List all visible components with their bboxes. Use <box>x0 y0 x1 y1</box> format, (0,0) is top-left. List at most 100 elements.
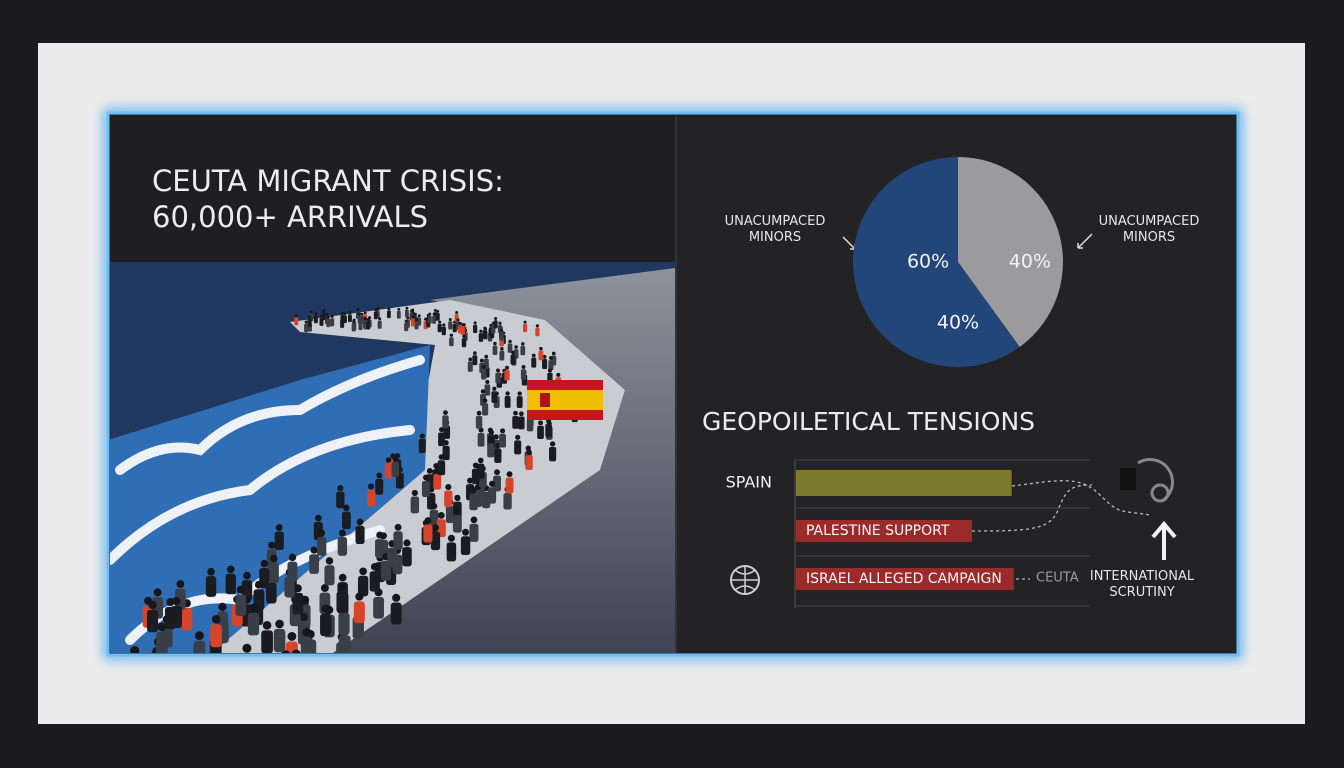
person-head <box>436 309 440 313</box>
person <box>292 592 304 615</box>
person <box>472 355 478 366</box>
connector <box>971 480 1151 580</box>
person-head <box>488 437 494 443</box>
person <box>366 321 371 330</box>
person-head <box>485 379 490 385</box>
person <box>396 310 401 319</box>
person-head <box>318 529 326 537</box>
person <box>324 565 335 586</box>
person <box>505 477 514 494</box>
person-head <box>352 319 356 323</box>
person <box>503 492 512 510</box>
person-head <box>326 315 330 319</box>
person <box>358 321 363 331</box>
person-head <box>338 573 347 582</box>
person-head <box>218 602 227 612</box>
person-head <box>478 427 484 433</box>
up-arrow <box>1151 520 1177 560</box>
person-head <box>454 494 461 502</box>
person-head <box>484 354 489 359</box>
person <box>338 612 350 635</box>
person-head <box>515 434 521 440</box>
bar <box>796 470 1012 496</box>
person <box>487 443 495 458</box>
person-head <box>508 339 512 344</box>
person <box>405 309 409 318</box>
person <box>469 523 479 542</box>
person <box>404 322 409 332</box>
person <box>442 415 449 429</box>
person-head <box>325 312 329 316</box>
person-head <box>172 597 181 606</box>
cycle-icon <box>1137 458 1174 503</box>
person-head <box>410 309 414 313</box>
person <box>418 439 426 453</box>
person <box>460 536 471 555</box>
person <box>373 596 384 619</box>
person-head <box>249 603 258 613</box>
category-label: ISRAEL ALLEGED CAMPAIGN <box>806 571 1002 587</box>
person-head <box>148 600 157 610</box>
person-head <box>500 347 504 351</box>
person-head <box>308 315 312 319</box>
pie-slice <box>853 157 1020 367</box>
person <box>473 324 478 334</box>
person <box>347 314 352 323</box>
person <box>342 511 351 530</box>
person-head <box>494 317 498 321</box>
annotation: CEUTA <box>1036 571 1079 586</box>
person-head <box>505 391 510 396</box>
person-head <box>542 354 547 359</box>
annotation: 40% <box>937 312 979 334</box>
person <box>321 312 326 321</box>
person <box>357 315 362 324</box>
person <box>516 396 523 408</box>
person <box>326 319 331 328</box>
person-head <box>492 386 497 391</box>
person <box>445 505 455 524</box>
person-head <box>547 368 552 373</box>
person-head <box>176 580 185 589</box>
person-head <box>428 312 432 316</box>
crowd <box>130 306 584 653</box>
person <box>273 628 286 653</box>
person-head <box>531 353 536 358</box>
person-head <box>343 504 350 512</box>
person-head <box>518 411 524 417</box>
person <box>523 323 528 333</box>
person <box>491 391 498 403</box>
person-head <box>505 365 509 370</box>
person-head <box>470 487 477 494</box>
category-label: SPAIN <box>726 473 772 492</box>
person-head <box>489 480 496 487</box>
person <box>471 468 480 485</box>
person <box>482 403 489 416</box>
person-head <box>268 541 276 549</box>
person-head <box>458 321 462 325</box>
land <box>332 268 675 653</box>
bar <box>796 568 1014 590</box>
person-head <box>270 554 278 563</box>
globe-icon <box>730 565 760 595</box>
person <box>499 433 507 448</box>
person-head <box>443 410 448 415</box>
person <box>146 609 159 633</box>
person-head <box>130 646 140 653</box>
person <box>492 345 498 356</box>
person <box>538 350 544 361</box>
person-head <box>433 463 440 469</box>
person <box>373 311 378 320</box>
person <box>366 489 376 507</box>
chart-title: GEOPOILETICAL TENSIONS <box>702 407 1035 436</box>
person-head <box>514 345 518 349</box>
person-head <box>419 433 425 439</box>
person <box>336 591 348 613</box>
person-head <box>321 604 330 613</box>
person-head <box>211 614 221 624</box>
person-head <box>498 321 502 325</box>
person <box>482 330 488 339</box>
person-head <box>467 477 474 484</box>
person <box>467 361 473 372</box>
person-head <box>538 420 543 426</box>
